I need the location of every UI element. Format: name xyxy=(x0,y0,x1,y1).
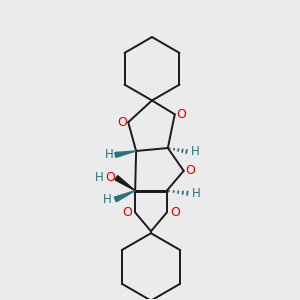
Text: H: H xyxy=(192,187,201,200)
Text: H: H xyxy=(95,171,104,184)
Polygon shape xyxy=(115,151,136,158)
Text: O: O xyxy=(117,116,127,129)
Text: H: H xyxy=(103,193,112,206)
Polygon shape xyxy=(115,176,135,190)
Text: H: H xyxy=(191,146,200,158)
Text: O: O xyxy=(105,171,115,184)
Text: O: O xyxy=(176,108,186,121)
Text: O: O xyxy=(170,206,180,219)
Text: O: O xyxy=(122,206,132,219)
Polygon shape xyxy=(114,190,135,202)
Text: O: O xyxy=(186,164,196,177)
Text: H: H xyxy=(105,148,114,161)
